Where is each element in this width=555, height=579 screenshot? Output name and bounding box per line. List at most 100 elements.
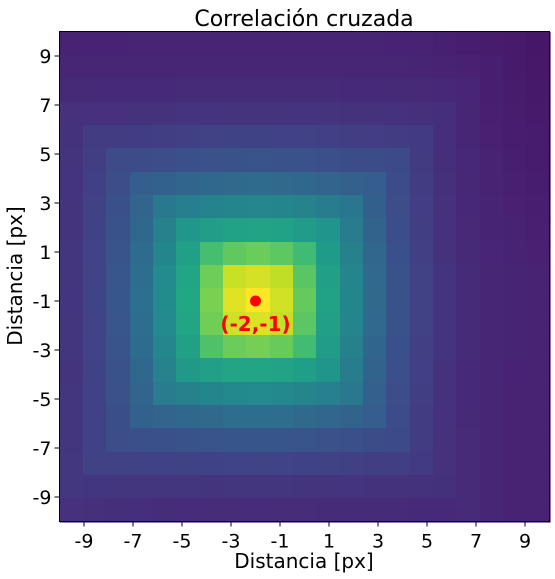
heatmap-cell (200, 288, 224, 313)
heatmap-cell (200, 78, 224, 103)
heatmap-cell (386, 32, 411, 56)
heatmap-cell (316, 218, 341, 243)
heatmap-cell (153, 382, 177, 406)
heatmap-cell (176, 55, 201, 79)
heatmap-cell (246, 358, 271, 383)
heatmap-cell (386, 452, 411, 476)
heatmap-cell (386, 288, 411, 313)
heatmap-cell (153, 475, 177, 499)
heatmap-cell (246, 242, 271, 266)
heatmap-cell (130, 55, 154, 79)
peak-label: (-2,-1) (220, 312, 290, 336)
heatmap-cell (410, 125, 434, 149)
heatmap-cell (246, 125, 271, 149)
y-tick-label: -5 (33, 389, 52, 411)
heatmap-cell (200, 195, 224, 219)
heatmap-cell (223, 452, 247, 476)
heatmap-cell (410, 335, 434, 359)
heatmap-cell (480, 405, 504, 429)
heatmap-cell (433, 195, 457, 219)
heatmap-cell (106, 265, 131, 289)
heatmap-cell (83, 32, 107, 56)
heatmap-cell (363, 32, 387, 56)
heatmap-cell (106, 172, 131, 196)
heatmap-cell (83, 172, 107, 196)
heatmap-cell (340, 382, 364, 406)
heatmap-cell (106, 475, 131, 499)
heatmap-cell (363, 55, 387, 79)
heatmap-cell (270, 172, 294, 196)
heatmap-cell (270, 265, 294, 289)
heatmap-cell (480, 125, 504, 149)
heatmap-cell (363, 475, 387, 499)
heatmap-cell (410, 32, 434, 56)
heatmap-cell (386, 55, 411, 79)
heatmap-cell (386, 405, 411, 429)
heatmap-cell (316, 265, 341, 289)
heatmap-cell (480, 172, 504, 196)
heatmap-cell (200, 382, 224, 406)
heatmap-cell (153, 335, 177, 359)
heatmap-cell (456, 358, 481, 383)
heatmap-cell (153, 242, 177, 266)
heatmap-cell (386, 382, 411, 406)
heatmap-cell (503, 148, 527, 173)
heatmap-cell (363, 242, 387, 266)
x-axis-ticks: -9 -7 -5 -3 -1 1 3 5 7 9 (75, 521, 531, 553)
heatmap-cell (270, 405, 294, 429)
heatmap-cell (130, 242, 154, 266)
heatmap-cell (340, 32, 364, 56)
heatmap-cell (456, 428, 481, 453)
heatmap-cell (386, 102, 411, 126)
heatmap-cell (130, 358, 154, 383)
heatmap-cell (433, 428, 457, 453)
heatmap-cell (316, 55, 341, 79)
heatmap-cell (316, 148, 341, 173)
heatmap-cell (293, 428, 317, 453)
heatmap-cell (386, 148, 411, 173)
heatmap-cell (526, 312, 551, 336)
heatmap-cell (246, 218, 271, 243)
heatmap-cell (363, 125, 387, 149)
heatmap-cell (200, 32, 224, 56)
heatmap-cell (526, 358, 551, 383)
heatmap-cell (60, 218, 84, 243)
heatmap-cell (433, 172, 457, 196)
heatmap-cell (200, 312, 224, 336)
heatmap-cell (176, 382, 201, 406)
heatmap-cell (526, 498, 551, 523)
heatmap-cell (176, 172, 201, 196)
heatmap-cell (480, 428, 504, 453)
heatmap-cell (363, 148, 387, 173)
heatmap-cell (60, 428, 84, 453)
heatmap-cell (410, 78, 434, 103)
heatmap-cell (106, 148, 131, 173)
heatmap-cell (223, 218, 247, 243)
heatmap-cell (246, 335, 271, 359)
heatmap-cell (340, 288, 364, 313)
heatmap-cell (503, 335, 527, 359)
heatmap-cell (83, 335, 107, 359)
heatmap-cell (316, 312, 341, 336)
heatmap-cell (410, 242, 434, 266)
heatmap-cell (246, 428, 271, 453)
heatmap-cell (176, 148, 201, 173)
heatmap-cell (363, 428, 387, 453)
heatmap-cell (316, 288, 341, 313)
x-tick-label: 1 (323, 531, 335, 553)
heatmap-cell (153, 55, 177, 79)
heatmap-cell (433, 265, 457, 289)
heatmap-cell (340, 265, 364, 289)
heatmap-cell (153, 265, 177, 289)
x-tick-label: -9 (75, 531, 94, 553)
heatmap-cell (410, 102, 434, 126)
heatmap-cell (480, 32, 504, 56)
heatmap-cell (316, 405, 341, 429)
heatmap-cell (223, 382, 247, 406)
heatmap-cell (176, 358, 201, 383)
heatmap-cell (433, 102, 457, 126)
heatmap-cell (176, 195, 201, 219)
y-axis-label: Distancia [px] (3, 206, 27, 345)
y-axis-ticks: 9 7 5 3 1 -1 -3 -5 -7 -9 (33, 46, 60, 509)
heatmap-cell (433, 32, 457, 56)
